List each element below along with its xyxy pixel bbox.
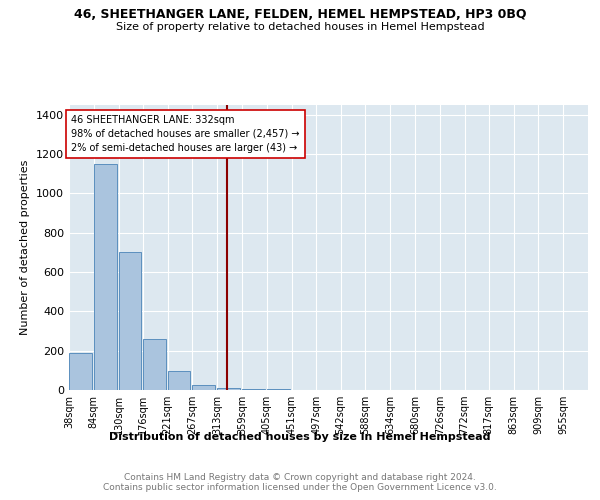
Bar [69, 352, 92, 390]
Bar [119, 252, 142, 390]
Y-axis label: Number of detached properties: Number of detached properties [20, 160, 31, 335]
Text: 46, SHEETHANGER LANE, FELDEN, HEMEL HEMPSTEAD, HP3 0BQ: 46, SHEETHANGER LANE, FELDEN, HEMEL HEMP… [74, 8, 526, 20]
Text: Size of property relative to detached houses in Hemel Hempstead: Size of property relative to detached ho… [116, 22, 484, 32]
Text: Contains HM Land Registry data © Crown copyright and database right 2024.
Contai: Contains HM Land Registry data © Crown c… [103, 472, 497, 492]
Bar [242, 389, 265, 390]
Bar [167, 372, 190, 390]
Bar [193, 385, 215, 390]
Text: Distribution of detached houses by size in Hemel Hempstead: Distribution of detached houses by size … [109, 432, 491, 442]
Bar [143, 339, 166, 390]
Bar [94, 164, 116, 390]
Text: 46 SHEETHANGER LANE: 332sqm
98% of detached houses are smaller (2,457) →
2% of s: 46 SHEETHANGER LANE: 332sqm 98% of detac… [71, 115, 299, 153]
Bar [217, 388, 240, 390]
